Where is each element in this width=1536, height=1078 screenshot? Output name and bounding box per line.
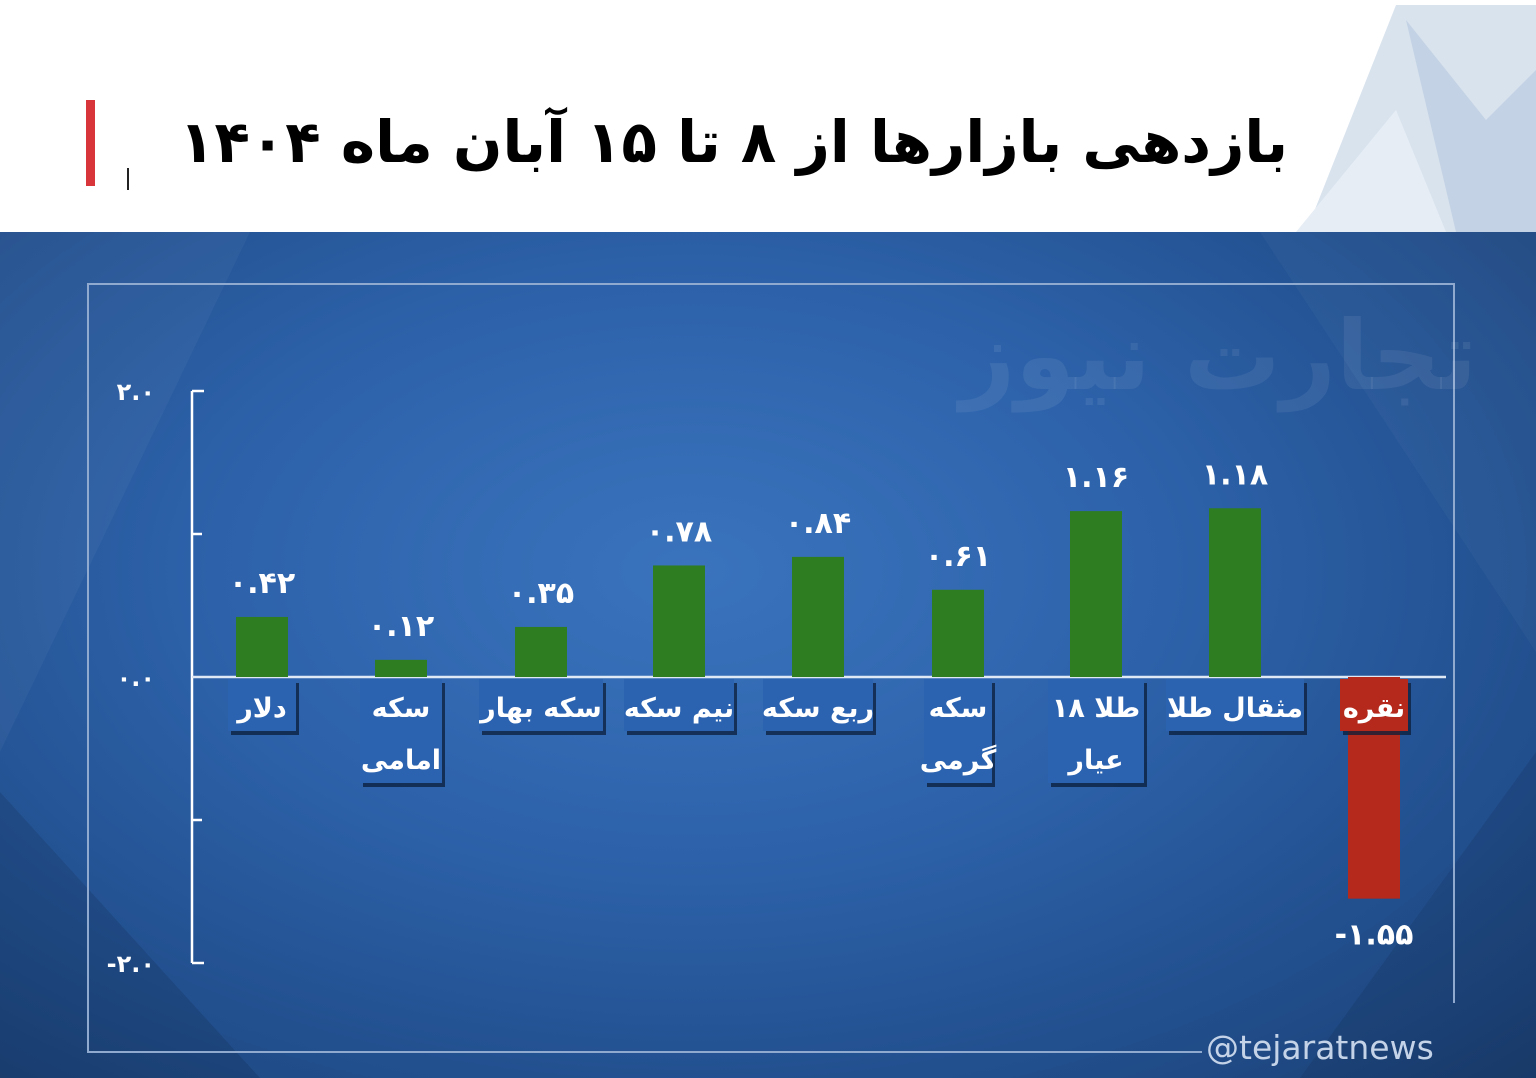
page-title: بازدهی بازارها از ۸ تا ۱۵ آبان ماه ۱۴۰۴ [179, 108, 1288, 176]
category-label: مثقال طلا [1167, 693, 1303, 724]
category-label: ربع سکه [762, 693, 874, 724]
category-label: دلار [235, 693, 287, 724]
category-label-box [924, 679, 992, 783]
value-label: ۱.۱۶ [1063, 460, 1129, 495]
category-label: عیار [1066, 745, 1123, 776]
bar [515, 626, 567, 677]
bar [653, 565, 705, 677]
value-label: ۱.۱۸ [1202, 457, 1268, 492]
category-label-box [763, 679, 873, 731]
value-label: ۰.۶۱ [925, 539, 991, 574]
category-label: امامی [361, 745, 441, 776]
bar [375, 659, 427, 677]
category-label-box [1048, 679, 1144, 783]
decorative-triangles [1296, 5, 1536, 232]
category-label-box [1340, 679, 1408, 731]
value-label: ۰.۴۲ [229, 566, 295, 601]
value-label: ۰.۷۸ [646, 514, 712, 549]
frame-right [1453, 283, 1455, 1003]
category-label-box [228, 679, 296, 731]
y-tick-label: ۲.۰ [117, 378, 155, 406]
category-label-box [624, 679, 734, 731]
background-shapes [0, 232, 1536, 1078]
bar [1070, 511, 1122, 677]
category-label: سکه [372, 693, 431, 724]
category-label: نیم سکه [624, 693, 734, 724]
category-label: سکه بهار [478, 693, 602, 724]
bar [1209, 508, 1261, 677]
frame-top [87, 283, 1455, 285]
watermark-logo: تجارت نیوز [960, 300, 1478, 412]
category-label-box [1166, 679, 1304, 731]
category-label: گرمی [920, 744, 997, 776]
y-tick-label: ۰.۰ [117, 664, 155, 692]
title-divider [127, 168, 129, 190]
value-label: ۰.۱۲ [368, 609, 434, 644]
frame-bottom [87, 1051, 1202, 1053]
chart-panel: تجارت نیوز @tejaratnews [0, 232, 1536, 1078]
value-label: ۰.۳۵ [508, 576, 574, 611]
accent-bar [86, 100, 95, 186]
category-label-box [479, 679, 603, 731]
bar [236, 616, 288, 677]
category-label-box [360, 679, 442, 783]
bar [932, 589, 984, 677]
category-label: سکه [929, 693, 988, 724]
category-label: نقره [1343, 693, 1405, 724]
bar [792, 556, 844, 677]
social-handle: @tejaratnews [1206, 1028, 1434, 1067]
category-label: طلا ۱۸ [1052, 693, 1140, 724]
value-label: ۰.۸۴ [785, 506, 851, 541]
value-label: -۱.۵۵ [1335, 918, 1414, 953]
y-tick-label: -۲.۰ [107, 950, 155, 978]
header: بازدهی بازارها از ۸ تا ۱۵ آبان ماه ۱۴۰۴ [0, 0, 1536, 232]
frame-left [87, 283, 89, 1053]
